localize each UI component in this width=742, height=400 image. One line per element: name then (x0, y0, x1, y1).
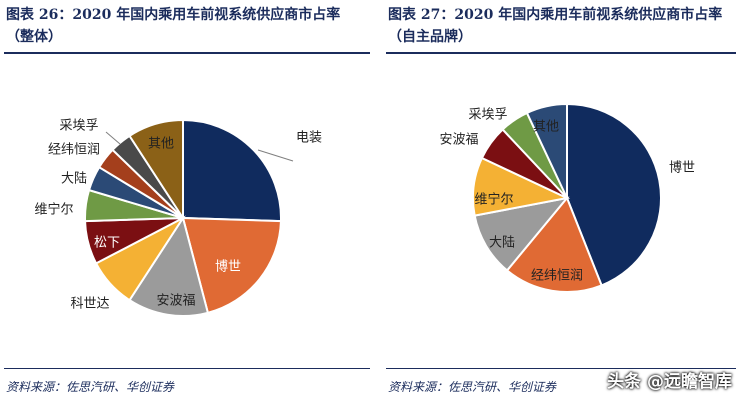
chart-title-right-line2: （自主品牌） (388, 29, 472, 45)
slice-label: 电装 (296, 131, 322, 146)
chart-title-left-line1: 图表 26：2020 年国内乘用车前视系统供应商市占率 (6, 7, 341, 23)
pie-slice (566, 102, 662, 287)
slice-label: 大陆 (61, 171, 87, 187)
leader-line (257, 149, 294, 162)
title-divider-right (386, 52, 736, 54)
slice-label: 维宁尔 (474, 192, 513, 208)
slice-label: 安波福 (156, 294, 195, 309)
leader-line (105, 131, 121, 145)
pie-slice (128, 118, 184, 222)
pie-slice (182, 118, 282, 223)
source-divider-left (4, 368, 370, 369)
source-note-left: 资料来源：佐思汽研、华创证券 (6, 380, 175, 394)
slice-label: 维宁尔 (34, 202, 73, 218)
slice-label: 博世 (215, 260, 241, 275)
slice-label: 大陆 (489, 235, 515, 251)
chart-title-right: 图表 27：2020 年国内乘用车前视系统供应商市占率 （自主品牌） (388, 4, 738, 48)
chart-panel-right: 图表 27：2020 年国内乘用车前视系统供应商市占率 （自主品牌） 博世经纬恒… (382, 0, 738, 400)
chart-title-right-line1: 图表 27：2020 年国内乘用车前视系统供应商市占率 (388, 7, 723, 23)
slice-label: 松下 (94, 236, 120, 251)
slice-label: 其他 (533, 120, 559, 135)
slice-label: 安波福 (439, 133, 478, 148)
pie-slice (505, 196, 603, 293)
source-divider-right (386, 368, 736, 369)
slice-label: 其他 (148, 137, 174, 152)
source-note-right: 资料来源：佐思汽研、华创证券 (388, 380, 557, 394)
slice-label: 采埃孚 (468, 108, 507, 123)
slice-label: 经纬恒润 (531, 269, 583, 284)
slice-label: 科世达 (70, 297, 109, 312)
chart-panel-left: 图表 26：2020 年国内乘用车前视系统供应商市占率 （整体） 电装博世安波福… (4, 4, 372, 394)
slice-label: 经纬恒润 (48, 143, 100, 158)
watermark: 头条 @远瞻智库 (607, 372, 732, 392)
slice-label: 采埃孚 (59, 119, 98, 134)
pie-slice (181, 216, 282, 315)
pie-slice (525, 102, 568, 199)
pie-slice (128, 215, 210, 317)
chart-title-left: 图表 26：2020 年国内乘用车前视系统供应商市占率 （整体） (6, 4, 372, 48)
pie-slice (473, 196, 570, 272)
title-divider-left (4, 52, 370, 54)
chart-title-left-line2: （整体） (6, 29, 62, 45)
slice-label: 博世 (669, 161, 695, 176)
